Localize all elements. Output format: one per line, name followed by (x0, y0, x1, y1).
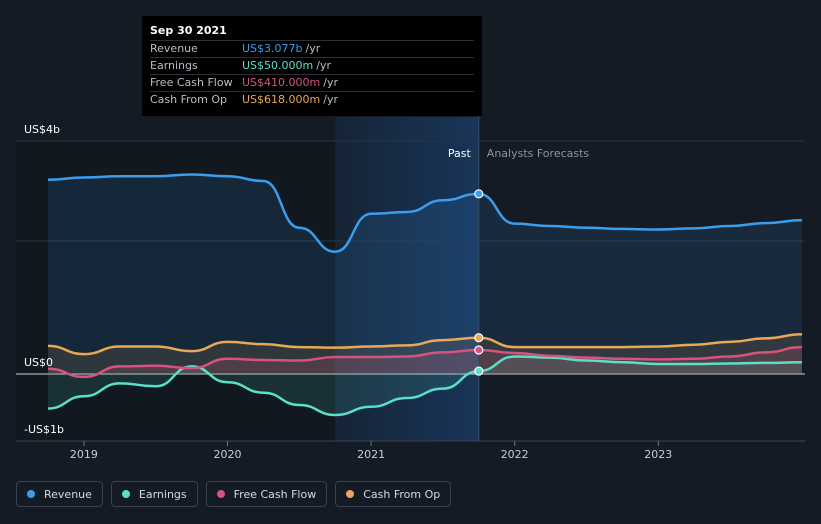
tooltip-value: US$410.000m (242, 76, 321, 89)
legend-label: Revenue (44, 487, 92, 501)
tooltip-value: US$3.077b (242, 42, 303, 55)
tooltip-label: Cash From Op (150, 93, 228, 106)
highlight-point (474, 333, 484, 343)
legend-dot-icon (346, 490, 355, 498)
x-tick-label: 2021 (357, 448, 385, 461)
x-tick-label: 2022 (501, 448, 529, 461)
tooltip-label: Revenue (150, 42, 198, 55)
y-tick-label: US$4b (24, 123, 61, 136)
series-area-earnings (48, 356, 802, 415)
highlight-point (474, 366, 484, 376)
legend-dot-icon (27, 490, 35, 498)
series-line-free-cash-flow (47, 345, 802, 379)
series-line-revenue (47, 173, 802, 253)
highlight-point (474, 345, 484, 355)
tooltip-row-free-cash-flow: Free Cash Flow US$410.000m /yr (150, 74, 474, 91)
y-tick-label: US$0 (24, 356, 54, 369)
legend-label: Cash From Op (363, 487, 441, 501)
tooltip-unit: /yr (316, 59, 331, 72)
series-area-free-cash-flow (48, 347, 802, 377)
tooltip-value: US$50.000m (242, 59, 314, 72)
data-tooltip: Sep 30 2021 Revenue US$3.077b /yr Earnin… (142, 16, 482, 116)
tooltip-label: Free Cash Flow (150, 76, 233, 89)
tooltip-unit: /yr (305, 42, 321, 55)
legend-item-cash-from-op[interactable]: Cash From Op (335, 481, 452, 507)
legend-label: Free Cash Flow (233, 487, 317, 501)
legend-label: Earnings (138, 487, 187, 501)
past-label: Past (448, 147, 472, 160)
chart-legend: Revenue Earnings Free Cash Flow Cash Fro… (16, 481, 452, 507)
tooltip-row-revenue: Revenue US$3.077b /yr (150, 40, 474, 57)
legend-item-free-cash-flow[interactable]: Free Cash Flow (205, 481, 328, 507)
x-tick-label: 2020 (214, 448, 242, 461)
series-area-revenue (48, 174, 802, 374)
x-tick-label: 2019 (70, 448, 98, 461)
highlight-point (474, 189, 484, 199)
legend-item-revenue[interactable]: Revenue (16, 481, 103, 507)
y-tick-label: -US$1b (24, 423, 64, 436)
legend-item-earnings[interactable]: Earnings (110, 481, 198, 507)
tooltip-value: US$618.000m (242, 93, 321, 106)
tooltip-unit: /yr (323, 93, 338, 106)
highlight-band (335, 117, 479, 441)
forecast-label: Analysts Forecasts (487, 147, 590, 160)
tooltip-row-earnings: Earnings US$50.000m /yr (150, 57, 474, 74)
tooltip-row-cash-from-op: Cash From Op US$618.000m /yr (150, 91, 474, 108)
series-line-cash-from-op (47, 332, 802, 356)
legend-dot-icon (121, 490, 130, 498)
tooltip-date: Sep 30 2021 (150, 24, 227, 37)
x-tick-label: 2023 (644, 448, 672, 461)
tooltip-unit: /yr (323, 76, 338, 89)
legend-dot-icon (216, 490, 225, 498)
tooltip-label: Earnings (150, 59, 198, 72)
series-line-earnings (47, 355, 802, 417)
